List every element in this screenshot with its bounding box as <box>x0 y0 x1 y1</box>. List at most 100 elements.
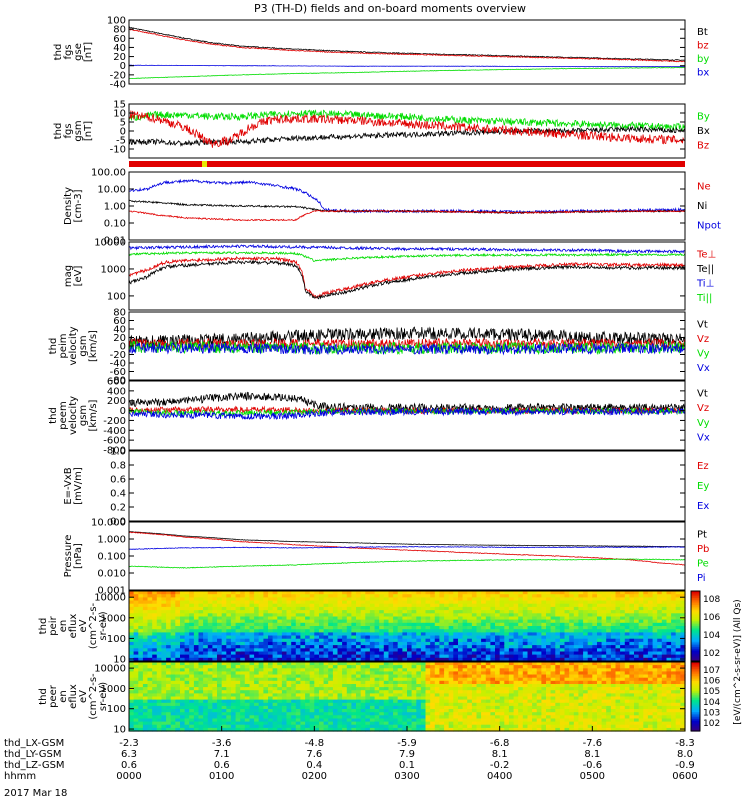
spectrogram-cell <box>569 613 575 618</box>
spectrogram-cell <box>300 680 306 685</box>
spectrogram-cell <box>360 684 366 688</box>
spectrogram-cell <box>416 677 422 682</box>
spectrogram-cell <box>638 651 644 656</box>
spectrogram-cell <box>198 665 204 669</box>
spectrogram-cell <box>323 600 329 605</box>
spectrogram-cell <box>314 619 320 624</box>
spectrogram-cell <box>513 610 519 614</box>
spectrogram-cell <box>546 696 552 701</box>
spectrogram-cell <box>281 606 288 611</box>
y-axis-label: Pressure [nPa] <box>63 535 84 578</box>
spectrogram-cell <box>281 641 288 646</box>
spectrogram-cell <box>411 712 417 716</box>
spectrogram-cell <box>555 635 561 640</box>
spectrogram-cell <box>536 680 542 685</box>
spectrogram-cell <box>532 693 538 698</box>
spectrogram-cell <box>615 651 621 656</box>
spectrogram-cell <box>133 718 139 723</box>
spectrogram-cell <box>212 668 218 672</box>
spectrogram-cell <box>152 721 158 726</box>
spectrogram-cell <box>226 693 232 698</box>
spectrogram-cell <box>485 629 491 633</box>
spectrogram-cell <box>295 668 301 672</box>
spectrogram-cell <box>198 613 204 618</box>
spectrogram-cell <box>240 724 246 729</box>
spectrogram-cell <box>337 668 343 672</box>
spectrogram-cell <box>207 668 213 672</box>
spectrogram-cell <box>615 657 621 662</box>
spectrogram-cell <box>309 610 315 614</box>
spectrogram-cell <box>328 715 334 719</box>
spectrogram-cell <box>226 724 232 729</box>
spectrogram-cell <box>291 696 297 701</box>
spectrogram-cell <box>430 641 436 646</box>
spectrogram-cell <box>638 648 644 653</box>
spectrogram-cell <box>532 635 538 640</box>
spectrogram-cell <box>467 705 473 710</box>
spectrogram-cell <box>198 622 204 627</box>
spectrogram-cell <box>643 641 649 646</box>
spectrogram-cell <box>671 622 677 627</box>
spectrogram-cell <box>319 641 325 646</box>
spectrogram-cell <box>467 635 473 640</box>
spectrogram-cell <box>448 671 454 676</box>
spectrogram-cell <box>346 606 352 611</box>
spectrogram-cell <box>490 718 496 723</box>
spectrogram-cell <box>129 702 135 707</box>
series-bz <box>128 28 686 63</box>
spectrogram-cell <box>268 699 274 704</box>
spectrogram-cell <box>425 613 431 618</box>
y-tick-label: 200 <box>107 396 126 407</box>
spectrogram-cell <box>485 616 491 621</box>
spectrogram-cell <box>193 648 200 653</box>
spectrogram-cell <box>541 699 547 704</box>
spectrogram-cell <box>629 641 635 646</box>
spectrogram-cell <box>550 626 556 630</box>
spectrogram-cell <box>675 651 681 656</box>
spectrogram-cell <box>508 622 515 627</box>
spectrogram-cell <box>166 677 172 682</box>
spectrogram-cell <box>346 648 352 653</box>
spectrogram-cell <box>138 677 144 682</box>
spectrogram-cell <box>504 684 510 688</box>
spectrogram-cell <box>444 638 450 643</box>
spectrogram-cell <box>170 696 176 701</box>
spectrogram-cell <box>346 635 352 640</box>
spectrogram-cell <box>203 632 209 637</box>
spectrogram-cell <box>365 648 371 653</box>
spectrogram-cell <box>277 619 283 624</box>
spectrogram-cell <box>550 645 556 649</box>
spectrogram-cell <box>458 712 464 716</box>
spectrogram-cell <box>133 629 139 633</box>
spectrogram-cell <box>559 641 566 646</box>
spectrogram-cell <box>193 724 200 729</box>
spectrogram-cell <box>217 622 223 627</box>
spectrogram-cell <box>379 665 385 669</box>
spectrogram-cell <box>448 654 454 659</box>
spectrogram-cell <box>504 603 510 608</box>
y-tick-label: 0.2 <box>110 503 126 514</box>
spectrogram-cell <box>138 668 144 672</box>
spectrogram-cell <box>207 662 213 666</box>
spectrogram-cell <box>309 654 315 659</box>
spectrogram-cell <box>476 668 482 672</box>
spectrogram-cell <box>578 638 584 643</box>
spectrogram-cell <box>272 709 278 713</box>
spectrogram-cell <box>462 632 468 637</box>
spectrogram-cell <box>346 597 352 602</box>
spectrogram-cell <box>411 619 417 624</box>
spectrogram-cell <box>309 600 315 605</box>
spectrogram-cell <box>490 603 496 608</box>
spectrogram-cell <box>166 591 172 595</box>
spectrogram-cell <box>328 690 334 694</box>
spectrogram-cell <box>541 632 547 637</box>
spectrogram-cell <box>383 705 389 710</box>
spectrogram-cell <box>254 721 260 726</box>
spectrogram-cell <box>193 684 200 688</box>
spectrogram-cell <box>281 671 288 676</box>
spectrogram-cell <box>536 702 542 707</box>
spectrogram-cell <box>601 591 607 595</box>
spectrogram-cell <box>138 662 144 666</box>
spectrogram-cell <box>453 606 459 611</box>
spectrogram-cell <box>337 715 343 719</box>
